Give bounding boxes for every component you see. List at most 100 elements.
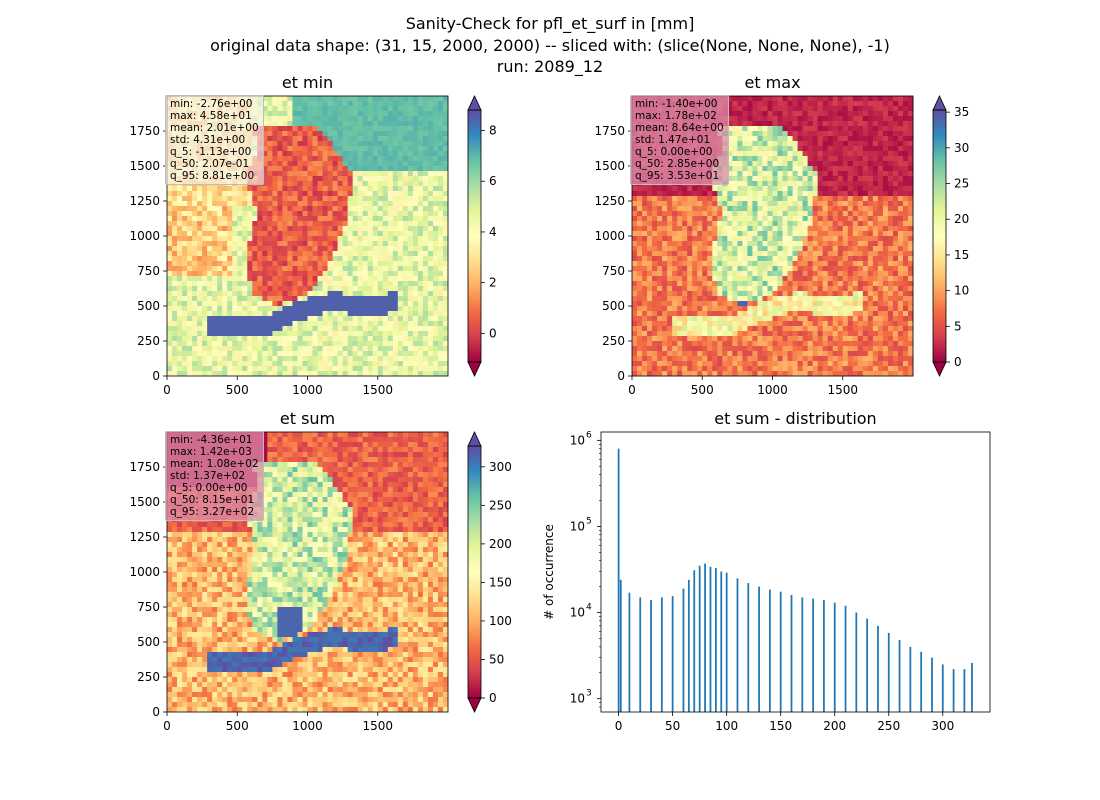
heatmap-cell (377, 211, 384, 217)
heatmap-cell (722, 286, 728, 292)
heatmap-cell (182, 261, 188, 267)
heatmap-cell (762, 96, 768, 102)
heatmap-cell (237, 296, 243, 302)
heatmap-cell (217, 266, 223, 272)
heatmap-cell (767, 131, 773, 137)
heatmap-cell (787, 196, 793, 202)
heatmap-cell (337, 226, 344, 232)
heatmap-cell (647, 321, 653, 327)
heatmap-cell (312, 371, 318, 377)
heatmap-cell (702, 296, 708, 302)
heatmap-cell (182, 351, 188, 357)
heatmap-cell (307, 111, 313, 117)
heatmap-cell (242, 266, 248, 272)
heatmap-cell (357, 266, 364, 272)
heatmap-cell (342, 261, 349, 267)
heatmap-cell (762, 311, 768, 317)
heatmap-cell (177, 186, 183, 192)
heatmap-cell (382, 291, 389, 297)
heatmap-cell (262, 246, 268, 252)
heatmap-cell (312, 221, 318, 227)
heatmap-cell (732, 236, 738, 242)
heatmap-cell (217, 366, 223, 372)
heatmap-cell (302, 171, 308, 177)
heatmap-cell (277, 216, 283, 222)
heatmap-cell (232, 206, 238, 212)
heatmap-cell (292, 171, 298, 177)
heatmap-cell (302, 136, 308, 142)
heatmap-cell (782, 156, 788, 162)
heatmap-cell (747, 201, 753, 207)
heatmap-cell (322, 241, 328, 247)
heatmap-cell (272, 136, 278, 142)
heatmap-cell (442, 141, 449, 147)
heatmap-cell (667, 251, 673, 257)
heatmap-cell (342, 281, 349, 287)
heatmap-cell (262, 116, 268, 122)
heatmap-cell (167, 346, 173, 352)
heatmap-cell (167, 291, 173, 297)
heatmap-cell (657, 286, 663, 292)
heatmap-cell (702, 221, 708, 227)
heatmap-cell (187, 316, 193, 322)
heatmap-cell (352, 206, 359, 212)
heatmap-cell (687, 191, 693, 197)
heatmap-cell (212, 366, 218, 372)
heatmap-cell (222, 296, 228, 302)
heatmap-cell (257, 336, 263, 342)
heatmap-cell (307, 136, 313, 142)
heatmap-cell (332, 121, 339, 127)
heatmap-cell (642, 351, 648, 357)
heatmap-cell (267, 266, 273, 272)
heatmap-cell (737, 326, 743, 332)
heatmap-cell (772, 161, 778, 167)
heatmap-cell (657, 256, 663, 262)
heatmap-cell (377, 316, 384, 322)
heatmap-cell (232, 306, 238, 312)
heatmap-cell (347, 266, 354, 272)
heatmap-cell (642, 201, 648, 207)
heatmap-cell (247, 256, 253, 262)
heatmap-cell (282, 116, 288, 122)
heatmap-cell (332, 211, 339, 217)
heatmap-cell (332, 161, 339, 167)
heatmap-cell (277, 201, 283, 207)
heatmap-cell (302, 236, 308, 242)
heatmap-cell (287, 236, 293, 242)
heatmap-cell (272, 106, 278, 112)
heatmap-cell (787, 136, 793, 142)
heatmap-cell (217, 306, 223, 312)
heatmap-cell (742, 356, 748, 362)
heatmap-cell (367, 166, 374, 172)
heatmap-cell (662, 271, 668, 277)
heatmap-cell (327, 326, 333, 332)
heatmap-cell (732, 306, 738, 312)
heatmap-cell (677, 206, 683, 212)
heatmap-cell (632, 361, 638, 367)
heatmap-cell (442, 151, 449, 157)
heatmap-cell (427, 166, 434, 172)
heatmap-cell (752, 271, 758, 277)
heatmap-cell (282, 371, 288, 377)
heatmap-cell (257, 366, 263, 372)
heatmap-cell (302, 116, 308, 122)
heatmap-cell (197, 246, 203, 252)
heatmap-cell (292, 111, 298, 117)
heatmap-cell (402, 201, 409, 207)
heatmap-cell (187, 306, 193, 312)
heatmap-cell (317, 151, 323, 157)
heatmap-cell (732, 256, 738, 262)
heatmap-cell (712, 211, 718, 217)
heatmap-cell (262, 96, 268, 102)
heatmap-cell (752, 131, 758, 137)
heatmap-cell (702, 261, 708, 267)
heatmap-cell (197, 336, 203, 342)
heatmap-cell (757, 296, 763, 302)
heatmap-cell (407, 321, 414, 327)
heatmap-cell (362, 261, 369, 267)
heatmap-cell (432, 131, 439, 137)
heatmap-cell (427, 96, 434, 102)
heatmap-cell (387, 101, 394, 107)
heatmap-cell (777, 211, 783, 217)
heatmap-cell (292, 281, 298, 287)
